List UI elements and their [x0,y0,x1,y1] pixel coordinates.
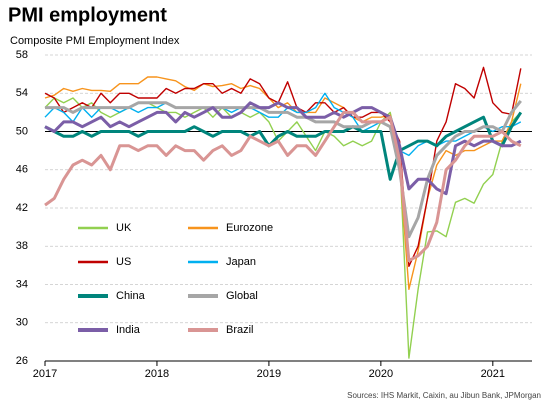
legend-label: Japan [226,256,256,268]
series-line [44,66,522,267]
legend-label: Eurozone [226,222,273,234]
series-line [44,110,522,263]
x-tick-label: 2018 [145,368,169,380]
legend-label: UK [116,222,132,234]
y-tick-label: 42 [16,202,28,214]
legend-label: US [116,256,131,268]
y-tick-label: 26 [16,355,28,367]
series-line [44,111,523,181]
y-tick-label: 30 [16,317,28,329]
series-line [45,99,522,239]
chart-subtitle: Composite PMI Employment Index [10,35,180,47]
chart-title: PMI employment [8,4,167,26]
y-tick-label: 46 [16,164,28,176]
legend-label: India [116,324,141,336]
x-tick-label: 2020 [369,368,393,380]
y-tick-label: 58 [16,49,28,61]
y-tick-label: 38 [16,240,28,252]
y-tick-label: 54 [16,87,28,99]
y-tick-label: 50 [16,125,28,137]
y-tick-label: 34 [16,278,28,290]
source-note: Sources: IHS Markit, Caixin, au Jibun Ba… [347,391,541,400]
legend-label: China [116,290,146,302]
x-tick-label: 2021 [481,368,505,380]
x-tick-label: 2019 [257,368,281,380]
legend-label: Brazil [226,324,254,336]
legend-label: Global [226,290,258,302]
x-tick-label: 2017 [33,368,57,380]
